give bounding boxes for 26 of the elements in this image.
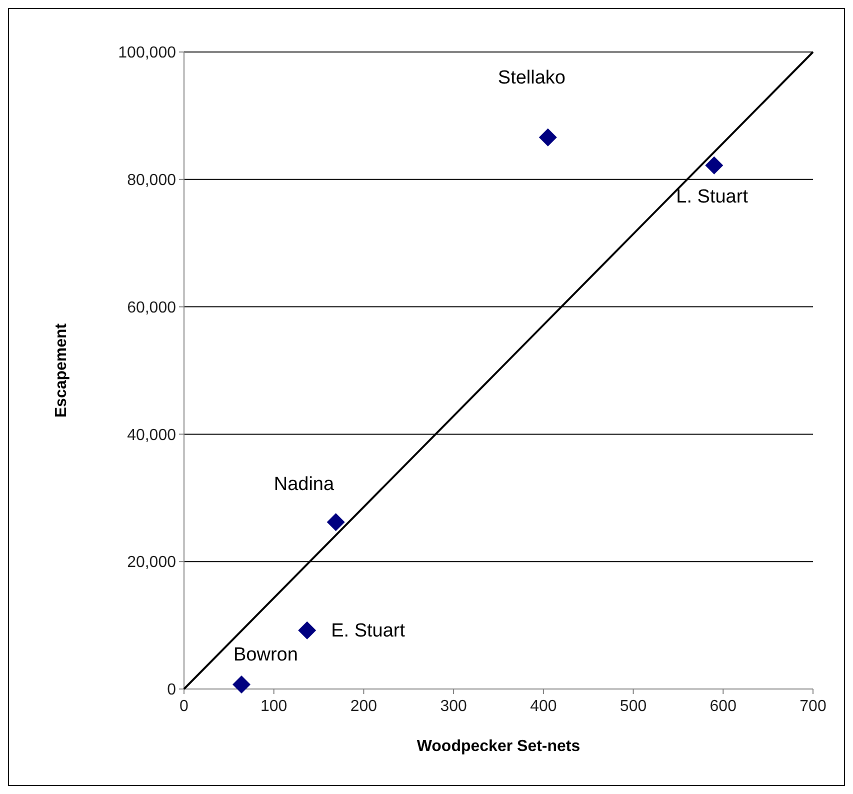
annotation: Nadina — [274, 474, 334, 496]
x-tick-label: 700 — [800, 698, 826, 715]
annotation: Stellako — [498, 67, 566, 88]
y-axis-title: Escapement — [53, 322, 70, 418]
y-tick-label: 60,000 — [127, 299, 176, 316]
point — [326, 513, 345, 532]
point — [298, 621, 316, 640]
x-tick-label: 300 — [440, 698, 468, 715]
x-axis-title: Woodpecker Set-nets — [416, 738, 580, 755]
x-tick-label: 0 — [180, 698, 189, 715]
annotation: Bowron — [234, 644, 298, 666]
x-tick-label: 100 — [260, 698, 288, 715]
x-tick-label: 400 — [530, 698, 557, 715]
point — [705, 156, 724, 174]
x-tick-label: 500 — [620, 698, 647, 715]
x-tick-label: 200 — [350, 698, 378, 715]
point — [232, 676, 251, 694]
point — [538, 128, 557, 146]
y-tick-label: 100,000 — [118, 44, 176, 62]
annotation: E. Stuart — [331, 620, 406, 642]
x-tick-label: 600 — [710, 698, 737, 715]
annotation: L. Stuart — [676, 186, 749, 208]
y-tick-label: 0 — [167, 682, 176, 699]
y-tick-label: 80,000 — [127, 172, 176, 189]
y-tick-label: 20,000 — [127, 554, 176, 572]
y-tick-label: 40,000 — [127, 426, 176, 444]
